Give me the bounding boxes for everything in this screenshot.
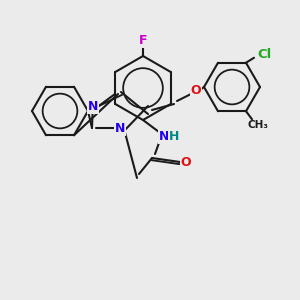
Text: N: N xyxy=(88,100,98,112)
Text: F: F xyxy=(139,34,147,46)
Text: O: O xyxy=(191,83,201,97)
Text: O: O xyxy=(181,155,191,169)
Text: N: N xyxy=(159,130,169,142)
Text: CH₃: CH₃ xyxy=(248,120,268,130)
Text: N: N xyxy=(115,122,125,134)
Text: Cl: Cl xyxy=(257,48,271,61)
Text: H: H xyxy=(169,130,179,142)
